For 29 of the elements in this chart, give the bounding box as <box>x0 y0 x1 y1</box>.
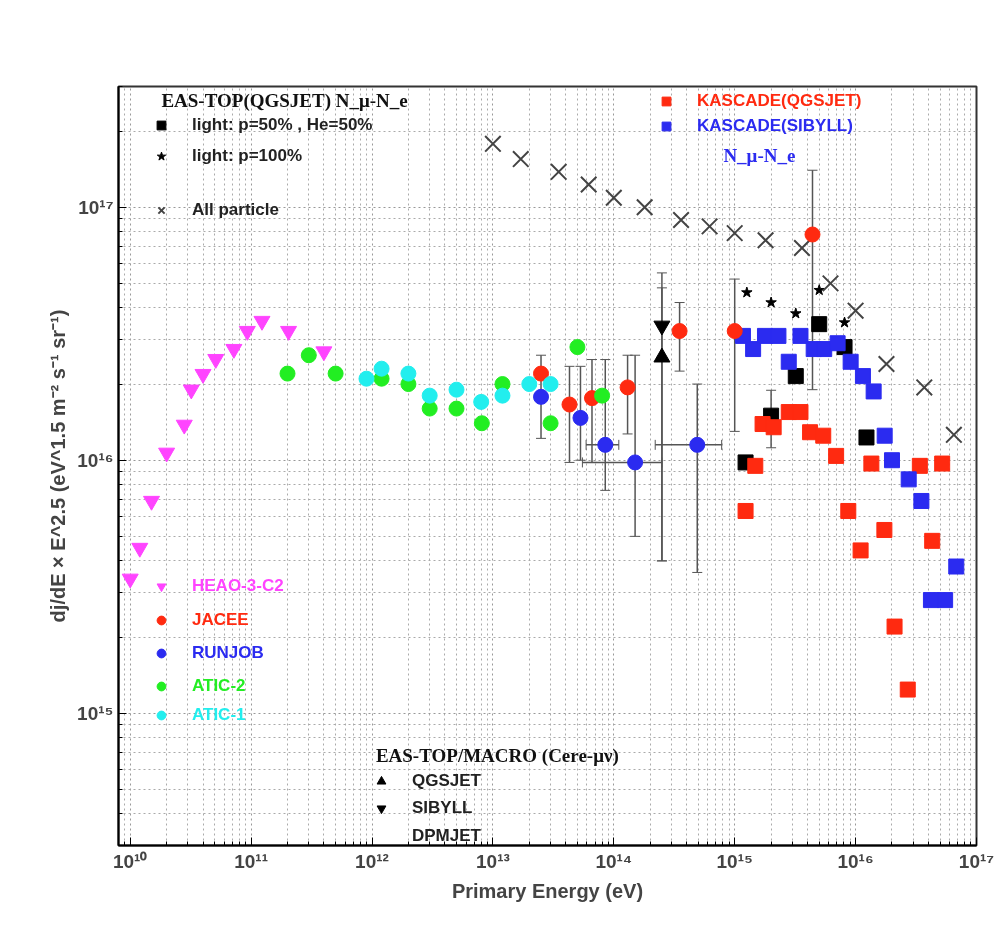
legend-label: All particle <box>192 199 279 221</box>
legend-label: HEAO-3-C2 <box>192 575 284 597</box>
y-axis-title: dj/dE × E^2.5 (eV^1.5 m⁻² s⁻¹ sr⁻¹) <box>47 309 70 623</box>
legend-label: JACEE <box>192 609 249 631</box>
x-tick-label: 10¹⁵ <box>716 850 753 872</box>
annotation: N_μ-N_e <box>723 145 796 167</box>
x-axis-title: Primary Energy (eV) <box>451 879 644 902</box>
legend-label: QGSJET <box>412 770 481 792</box>
legend-label: light: p=50% , He=50% <box>192 114 373 136</box>
legend-label: ATIC-2 <box>192 675 246 697</box>
annotation: EAS-TOP/MACRO (Cere-μν) <box>375 744 619 767</box>
legend-label: ATIC-1 <box>192 704 246 726</box>
legend-label: KASCADE(SIBYLL) <box>697 115 853 137</box>
y-tick-label: 10¹⁷ <box>78 196 114 218</box>
y-tick-label: 10¹⁵ <box>77 702 114 724</box>
x-tick-label: 10¹³ <box>476 850 510 872</box>
x-tick-label: 10¹¹ <box>234 850 269 872</box>
x-tick-label: 10¹⁰ <box>112 850 148 872</box>
x-tick-label: 10¹² <box>355 850 389 872</box>
y-tick-label: 10¹⁶ <box>77 449 114 471</box>
legend-label: SIBYLL <box>412 797 473 819</box>
x-tick-label: 10¹⁶ <box>837 850 874 872</box>
legend-label: DPMJET <box>412 825 481 847</box>
legend-label: RUNJOB <box>192 642 264 664</box>
legend-label: KASCADE(QGSJET) <box>697 90 862 112</box>
legend-label: light: p=100% <box>192 145 303 167</box>
x-tick-label: 10¹⁴ <box>595 850 633 872</box>
annotation: EAS-TOP(QGSJET) N_μ-N_e <box>161 90 408 113</box>
x-tick-label: 10¹⁷ <box>958 850 995 872</box>
